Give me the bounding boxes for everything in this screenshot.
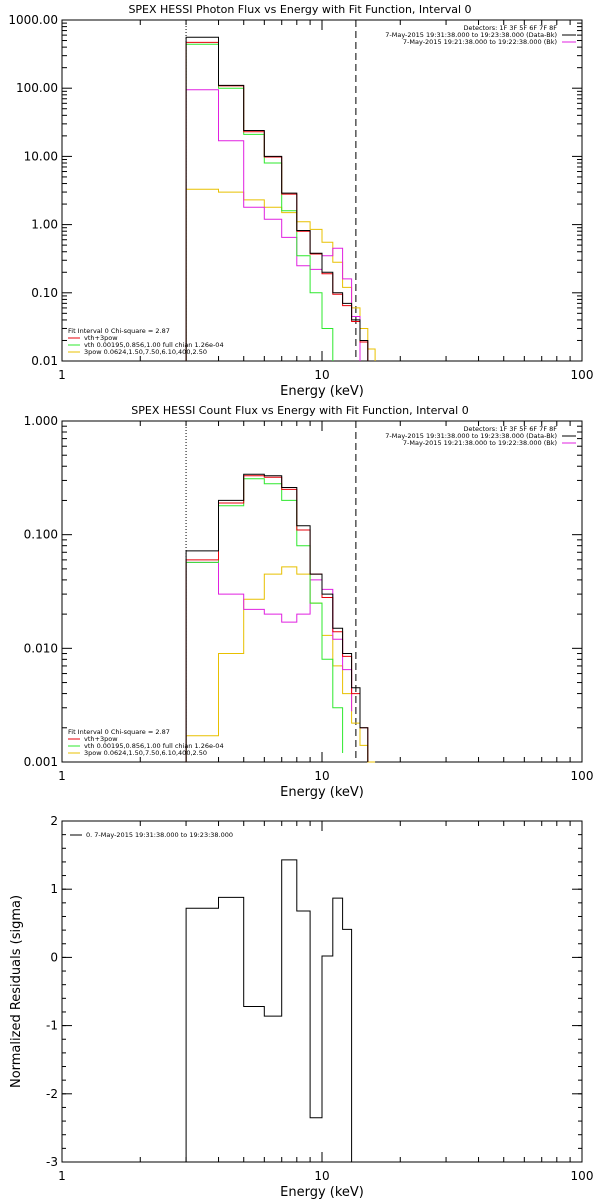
y-tick-label: -3: [46, 1155, 58, 1169]
x-axis-label: Energy (keV): [280, 785, 364, 800]
legend-entry: vth+3pow: [84, 735, 118, 743]
y-axis-label: Normalized Residuals (sigma): [9, 895, 24, 1088]
header-line: Detectors: 1F 3F 5F 6F 7F 8F: [463, 425, 557, 433]
header-line: 7-May-2015 19:21:38.000 to 19:22:38.000 …: [403, 38, 557, 46]
x-tick-label: 10: [314, 368, 329, 382]
x-tick-label: 1: [58, 1169, 66, 1183]
y-tick-label: -1: [46, 1019, 58, 1033]
legend-entry: 0. 7-May-2015 19:31:38.000 to 19:23:38.0…: [86, 831, 233, 839]
series-step-line-3: [185, 89, 361, 361]
series-step-line-3: [185, 561, 353, 762]
series-step-line-0: [185, 473, 369, 762]
y-tick-label: 0.100: [24, 528, 58, 542]
y-tick-label: 0: [50, 950, 58, 964]
y-tick-label: 1000.00: [8, 13, 58, 27]
x-tick-label: 10: [314, 769, 329, 783]
series-group: [185, 859, 353, 1162]
x-tick-label: 100: [571, 368, 594, 382]
series-group: [185, 36, 376, 361]
x-axis-label: Energy (keV): [280, 384, 364, 399]
y-tick-label: 1.00: [31, 218, 58, 232]
header-line: 7-May-2015 19:21:38.000 to 19:22:38.000 …: [403, 439, 557, 447]
y-tick-label: 0.010: [24, 641, 58, 655]
x-tick-label: 1: [58, 769, 66, 783]
series-step-line-2: [185, 478, 344, 762]
series-step-line-1: [185, 475, 369, 762]
y-tick-label: 1: [50, 882, 58, 896]
y-tick-label: 2: [50, 814, 58, 828]
x-tick-label: 1: [58, 368, 66, 382]
x-axis-label: Energy (keV): [280, 1185, 364, 1200]
legend-entry: Fit Interval 0 Chi-square = 2.87: [68, 327, 170, 335]
series-step-line-4: [185, 566, 376, 763]
legend-entry: vth 0.00195,0.856,1.00 full chian 1.26e-…: [84, 742, 224, 750]
chart-title: SPEX HESSI Count Flux vs Energy with Fit…: [131, 404, 468, 417]
y-tick-label: -2: [46, 1087, 58, 1101]
legend-entry: vth 0.00195,0.856,1.00 full chian 1.26e-…: [84, 341, 224, 349]
legend-entry: 3pow 0.0624,1.50,7.50,6.10,400,2.50: [84, 749, 207, 757]
y-tick-label: 0.10: [31, 286, 58, 300]
header-line: 7-May-2015 19:31:38.000 to 19:23:38.000 …: [385, 432, 557, 440]
x-tick-label: 100: [571, 1169, 594, 1183]
x-tick-label: 10: [314, 1169, 329, 1183]
chart-title: SPEX HESSI Photon Flux vs Energy with Fi…: [128, 3, 471, 16]
y-tick-label: 100.00: [16, 81, 58, 95]
series-step-line-0: [185, 859, 353, 1162]
series-step-line-4: [185, 188, 376, 361]
header-line: 7-May-2015 19:31:38.000 to 19:23:38.000 …: [385, 31, 557, 39]
y-tick-label: 0.001: [24, 755, 58, 769]
legend-entry: 3pow 0.0624,1.50,7.50,6.10,400,2.50: [84, 348, 207, 356]
series-group: [185, 473, 376, 763]
legend-entry: Fit Interval 0 Chi-square = 2.87: [68, 728, 170, 736]
header-line: Detectors: 1F 3F 5F 6F 7F 8F: [463, 24, 557, 32]
x-tick-label: 100: [571, 769, 594, 783]
y-tick-label: 0.01: [31, 354, 58, 368]
legend-entry: vth+3pow: [84, 334, 118, 342]
y-tick-label: 1.000: [24, 414, 58, 428]
y-tick-label: 10.00: [24, 149, 58, 163]
series-step-line-0: [185, 36, 369, 361]
series-step-line-2: [185, 43, 334, 361]
